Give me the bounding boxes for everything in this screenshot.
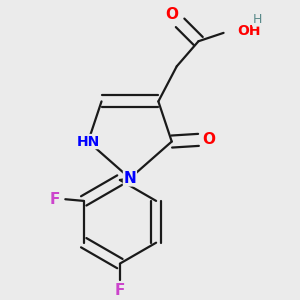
Text: H: H <box>253 13 262 26</box>
Text: F: F <box>115 283 125 298</box>
Text: O: O <box>202 132 215 147</box>
Text: N: N <box>124 171 136 186</box>
Text: F: F <box>50 192 61 207</box>
Text: OH: OH <box>237 24 260 38</box>
Text: O: O <box>165 7 178 22</box>
Text: HN: HN <box>76 134 100 148</box>
